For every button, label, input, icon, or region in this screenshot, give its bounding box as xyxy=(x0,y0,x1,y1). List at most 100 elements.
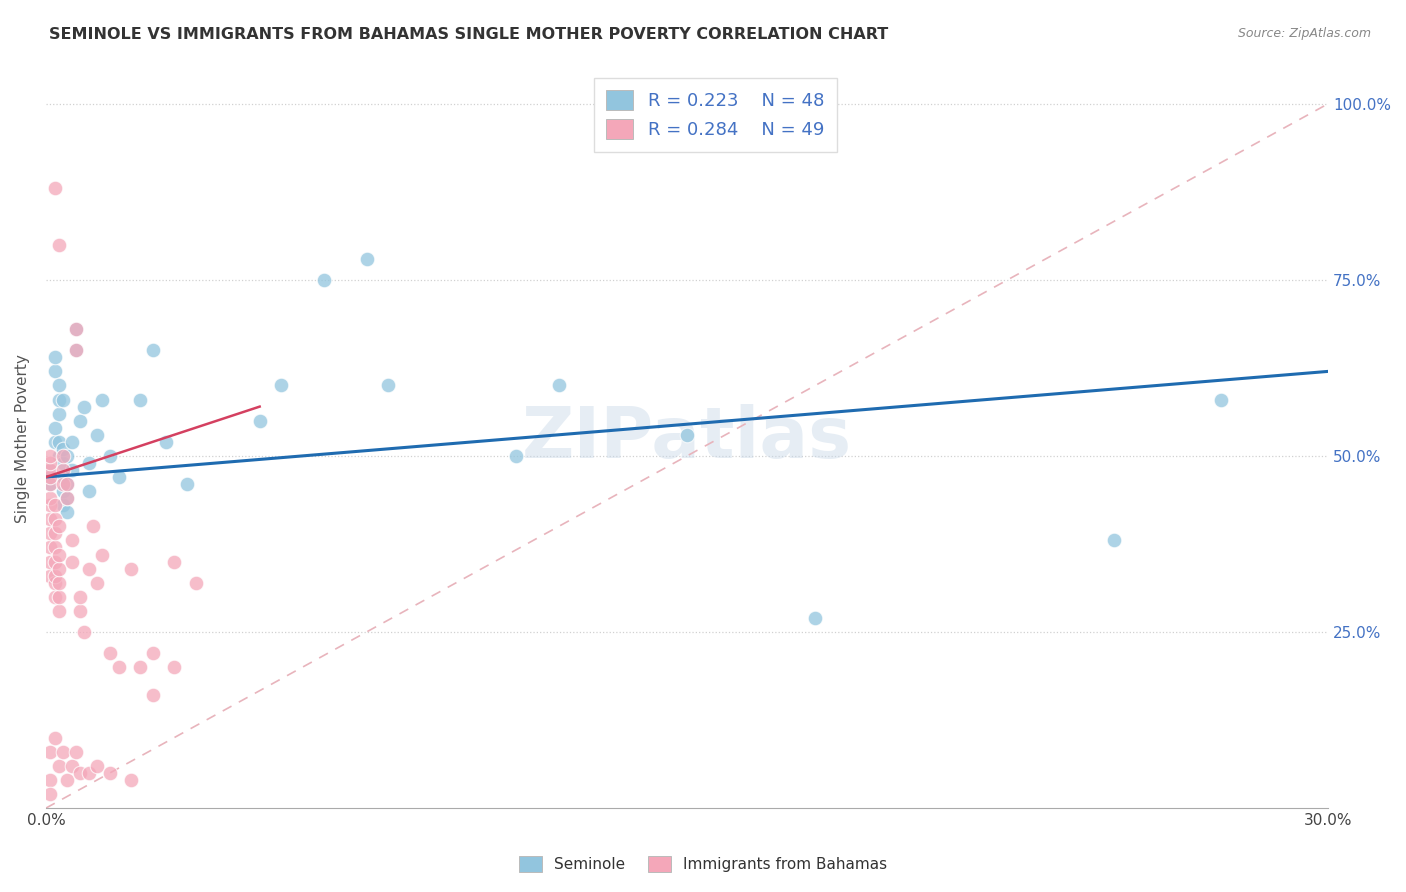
Point xyxy=(129,660,152,674)
Point xyxy=(98,765,121,780)
Point xyxy=(90,548,112,562)
Point xyxy=(52,470,75,484)
Point xyxy=(39,449,62,463)
Point xyxy=(44,731,66,745)
Point xyxy=(56,449,79,463)
Point xyxy=(60,555,83,569)
Point xyxy=(39,512,62,526)
Point xyxy=(98,449,121,463)
Point xyxy=(39,772,62,787)
Point xyxy=(65,322,87,336)
Text: SEMINOLE VS IMMIGRANTS FROM BAHAMAS SINGLE MOTHER POVERTY CORRELATION CHART: SEMINOLE VS IMMIGRANTS FROM BAHAMAS SING… xyxy=(49,27,889,42)
Point xyxy=(48,392,70,407)
Point xyxy=(44,421,66,435)
Point xyxy=(39,541,62,555)
Point xyxy=(120,772,142,787)
Point xyxy=(73,400,96,414)
Legend: R = 0.223    N = 48, R = 0.284    N = 49: R = 0.223 N = 48, R = 0.284 N = 49 xyxy=(593,78,837,152)
Point xyxy=(56,491,79,505)
Point xyxy=(82,519,104,533)
Point xyxy=(39,463,62,477)
Point xyxy=(48,548,70,562)
Point xyxy=(65,343,87,358)
Point xyxy=(52,498,75,512)
Point xyxy=(142,646,165,660)
Point xyxy=(39,555,62,569)
Point xyxy=(1211,392,1233,407)
Point xyxy=(39,491,62,505)
Point xyxy=(48,575,70,590)
Point xyxy=(44,568,66,582)
Point xyxy=(73,625,96,640)
Point xyxy=(804,611,827,625)
Point xyxy=(90,392,112,407)
Point xyxy=(65,745,87,759)
Point xyxy=(48,449,70,463)
Point xyxy=(56,477,79,491)
Point xyxy=(60,533,83,548)
Point xyxy=(44,512,66,526)
Point xyxy=(142,343,165,358)
Point xyxy=(163,660,186,674)
Point xyxy=(60,434,83,449)
Point xyxy=(56,477,79,491)
Point xyxy=(52,442,75,456)
Point xyxy=(65,322,87,336)
Point xyxy=(69,414,91,428)
Point xyxy=(1104,533,1126,548)
Point xyxy=(142,689,165,703)
Point xyxy=(547,378,569,392)
Point xyxy=(44,526,66,541)
Point xyxy=(44,364,66,378)
Point xyxy=(48,561,70,575)
Point xyxy=(39,470,62,484)
Text: ZIPatlas: ZIPatlas xyxy=(522,404,852,473)
Point xyxy=(69,765,91,780)
Point xyxy=(39,787,62,801)
Point xyxy=(86,427,108,442)
Point xyxy=(107,470,129,484)
Point xyxy=(77,561,100,575)
Point xyxy=(39,477,62,491)
Point xyxy=(44,555,66,569)
Point xyxy=(44,351,66,365)
Point xyxy=(44,434,66,449)
Point xyxy=(86,759,108,773)
Point xyxy=(39,745,62,759)
Point xyxy=(39,456,62,470)
Point xyxy=(69,590,91,604)
Point xyxy=(52,449,75,463)
Point xyxy=(676,427,699,442)
Point xyxy=(56,505,79,519)
Point xyxy=(155,434,177,449)
Point xyxy=(129,392,152,407)
Point xyxy=(98,646,121,660)
Point xyxy=(44,575,66,590)
Point xyxy=(39,477,62,491)
Point xyxy=(52,477,75,491)
Point xyxy=(86,575,108,590)
Point xyxy=(52,463,75,477)
Point xyxy=(44,181,66,195)
Point xyxy=(39,498,62,512)
Point xyxy=(39,568,62,582)
Point xyxy=(56,772,79,787)
Point xyxy=(48,237,70,252)
Point xyxy=(48,407,70,421)
Point xyxy=(52,392,75,407)
Point xyxy=(65,343,87,358)
Point xyxy=(249,414,271,428)
Point xyxy=(48,604,70,618)
Point xyxy=(48,759,70,773)
Point xyxy=(77,765,100,780)
Point xyxy=(377,378,399,392)
Point xyxy=(176,477,198,491)
Point xyxy=(52,456,75,470)
Point xyxy=(48,519,70,533)
Point xyxy=(44,541,66,555)
Point xyxy=(163,555,186,569)
Legend: Seminole, Immigrants from Bahamas: Seminole, Immigrants from Bahamas xyxy=(512,848,894,880)
Point xyxy=(52,745,75,759)
Point xyxy=(270,378,292,392)
Point xyxy=(60,463,83,477)
